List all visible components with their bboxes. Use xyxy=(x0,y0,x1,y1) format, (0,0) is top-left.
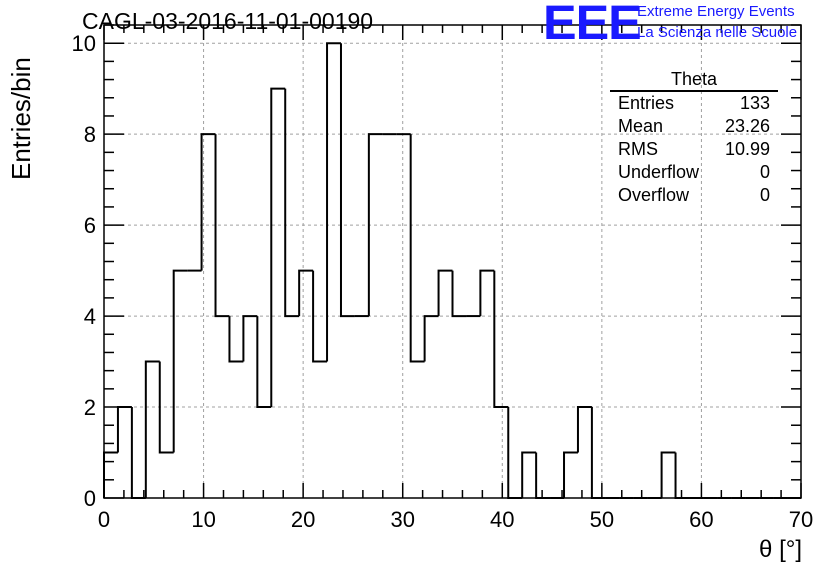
histogram-bin xyxy=(660,451,676,498)
stats-label: Mean xyxy=(618,116,664,136)
tick-label-layer: 0 10 20 30 40 50 60 70 0 2 4 6 8 10 xyxy=(72,31,814,532)
x-axis-label: θ [°] xyxy=(759,536,802,563)
histogram-bin xyxy=(144,360,160,498)
histogram-bin xyxy=(507,407,523,499)
stats-box: Theta Entries 133 Mean 23.26 RMS 10.99 U… xyxy=(610,68,778,207)
histogram-bin xyxy=(242,315,258,362)
histogram-bin xyxy=(284,88,300,318)
histogram-bin xyxy=(367,133,383,317)
histogram-bin xyxy=(576,406,592,453)
histogram-bin xyxy=(479,269,495,317)
histogram-bin xyxy=(409,134,425,363)
y-tick-label: 2 xyxy=(84,395,96,420)
histogram-bin xyxy=(521,451,537,498)
stats-value: 10.99 xyxy=(724,139,770,159)
stats-value: 0 xyxy=(759,162,770,182)
histogram-bin xyxy=(298,269,314,317)
x-tick-label: 70 xyxy=(789,507,813,532)
histogram-bin xyxy=(172,269,188,453)
histogram-bin xyxy=(228,316,244,363)
histogram-bin xyxy=(312,270,328,363)
y-tick-label: 4 xyxy=(84,304,96,329)
stats-label: Overflow xyxy=(618,185,690,205)
x-tick-label: 10 xyxy=(191,507,215,532)
y-tick-label: 8 xyxy=(84,122,96,147)
stats-value: 133 xyxy=(739,93,770,113)
stats-value: 23.26 xyxy=(724,116,770,136)
x-tick-label: 40 xyxy=(490,507,514,532)
stats-row-rms: RMS 10.99 xyxy=(610,138,778,161)
stats-label: Underflow xyxy=(618,162,700,182)
histogram-bin xyxy=(437,269,453,317)
histogram-bin xyxy=(270,87,286,408)
histogram-bin xyxy=(423,315,439,362)
x-tick-label: 30 xyxy=(390,507,414,532)
stats-label: RMS xyxy=(618,139,658,159)
chart-title: CAGL-03-2016-11-01-00190 xyxy=(82,8,374,34)
histogram-bin xyxy=(451,270,467,318)
stats-row-overflow: Overflow 0 xyxy=(610,184,778,207)
stats-row-mean: Mean 23.26 xyxy=(610,115,778,138)
histogram-bin xyxy=(256,316,272,409)
histogram-bin xyxy=(339,43,355,318)
histogram-bin xyxy=(116,406,132,453)
histogram-bin xyxy=(200,133,216,271)
histogram-bin xyxy=(535,452,551,499)
histogram-bin xyxy=(493,270,509,409)
histogram-bin xyxy=(590,407,606,499)
stats-row-underflow: Underflow 0 xyxy=(610,161,778,184)
histogram-bin xyxy=(214,134,230,318)
logo-subtitle-2: La Scienza nelle Scuole xyxy=(637,24,798,41)
stats-row-entries: Entries 133 xyxy=(610,92,778,115)
y-tick-label: 0 xyxy=(84,486,96,511)
histogram-bin xyxy=(130,407,146,499)
x-tick-label: 20 xyxy=(291,507,315,532)
stats-label: Entries xyxy=(618,93,675,113)
stats-title: Theta xyxy=(610,68,778,92)
y-tick-label: 10 xyxy=(72,31,96,56)
x-tick-label: 0 xyxy=(98,507,110,532)
logo-subtitle-1: Extreme Energy Events xyxy=(637,3,795,20)
histogram-bin xyxy=(563,451,578,498)
y-axis-label: Entries/bin xyxy=(6,57,36,180)
histogram-bin xyxy=(158,361,174,454)
stats-value: 0 xyxy=(759,185,770,205)
y-tick-label: 6 xyxy=(84,213,96,238)
histogram-bin xyxy=(326,42,341,362)
eee-logo: EEE xyxy=(543,0,642,50)
x-tick-label: 50 xyxy=(590,507,614,532)
tick-layer xyxy=(103,24,802,499)
x-tick-label: 60 xyxy=(689,507,713,532)
histogram-bin xyxy=(674,452,690,499)
histogram-bin xyxy=(103,451,118,498)
